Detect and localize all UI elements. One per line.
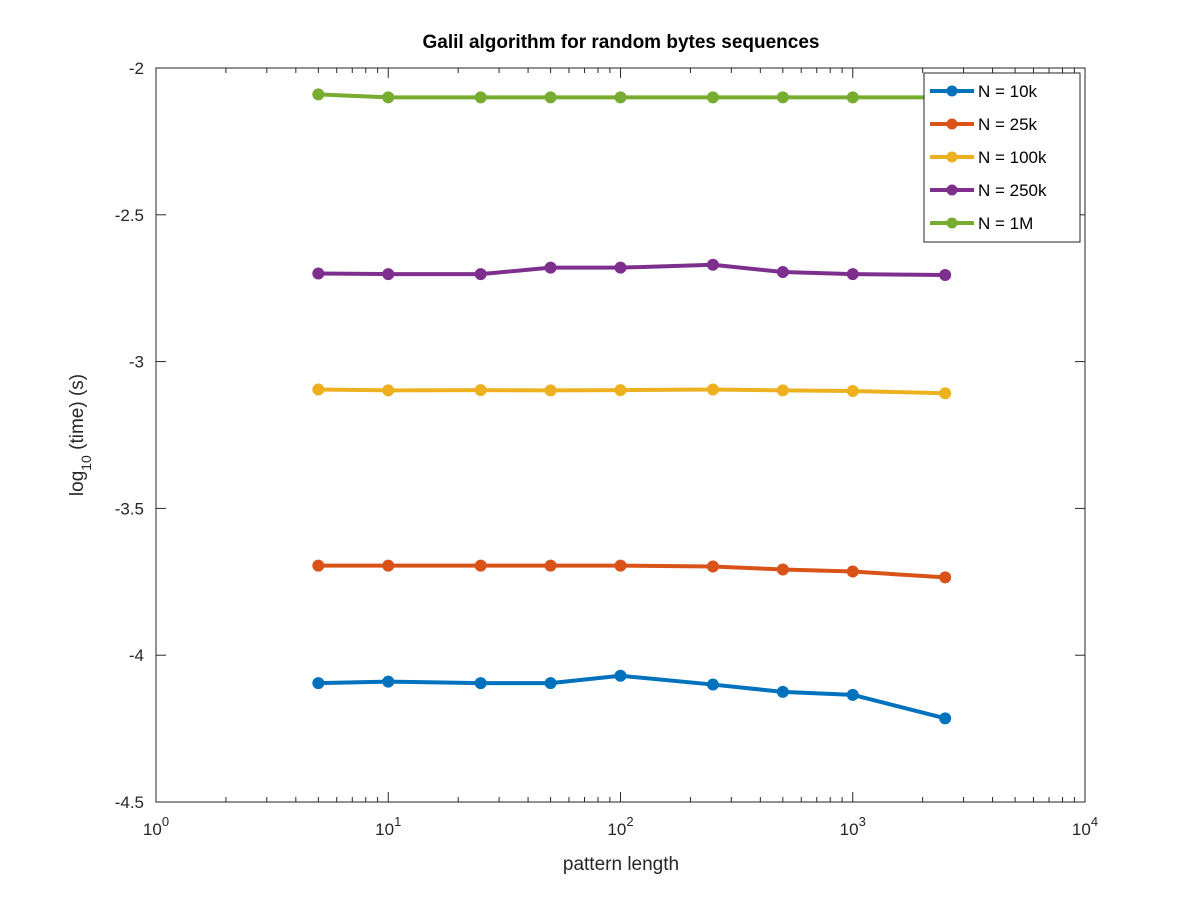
data-point	[312, 559, 325, 572]
y-axis-label: log10 (time) (s)	[67, 374, 94, 496]
legend-swatch-marker	[946, 217, 958, 229]
data-point	[382, 675, 395, 688]
data-point	[474, 91, 487, 104]
data-point	[382, 559, 395, 572]
data-point	[544, 91, 557, 104]
x-tick-label: 103	[840, 814, 866, 839]
data-point	[544, 559, 557, 572]
y-tick-label: -3	[129, 353, 144, 372]
legend-entry-label: N = 100k	[978, 148, 1047, 167]
data-point	[939, 571, 952, 584]
data-point	[776, 91, 789, 104]
data-point	[474, 677, 487, 690]
data-point	[614, 669, 627, 682]
legend-swatch-marker	[946, 85, 958, 97]
legend-swatch-marker	[946, 151, 958, 163]
y-tick-label: -4.5	[115, 793, 144, 812]
data-point	[312, 267, 325, 280]
data-point	[846, 688, 859, 701]
legend-entry-label: N = 10k	[978, 82, 1038, 101]
data-point	[706, 383, 719, 396]
data-point	[706, 678, 719, 691]
y-tick-label: -4	[129, 646, 144, 665]
y-tick-label: -2.5	[115, 206, 144, 225]
data-point	[846, 268, 859, 281]
data-point	[474, 268, 487, 281]
data-point	[544, 384, 557, 397]
x-tick-label: 104	[1072, 814, 1098, 839]
data-point	[544, 677, 557, 690]
plot-area: 100 101 102 103 104 -2 -2.5 -3 -3.5 -4 -4.5	[115, 59, 1098, 839]
legend-entry-label: N = 1M	[978, 214, 1033, 233]
data-point	[776, 563, 789, 576]
data-point	[544, 261, 557, 274]
data-point	[474, 384, 487, 397]
x-axis-label: pattern length	[563, 854, 679, 875]
data-point	[846, 91, 859, 104]
data-point	[312, 383, 325, 396]
data-point	[776, 384, 789, 397]
y-tick-label: -3.5	[115, 499, 144, 518]
data-point	[706, 91, 719, 104]
data-point	[939, 387, 952, 400]
x-tick-label: 102	[607, 814, 633, 839]
data-point	[382, 268, 395, 281]
legend-entry-label: N = 25k	[978, 115, 1038, 134]
data-point	[382, 384, 395, 397]
data-point	[614, 384, 627, 397]
data-point	[939, 712, 952, 725]
data-point	[846, 565, 859, 578]
data-point	[312, 88, 325, 101]
data-point	[474, 559, 487, 572]
legend-swatch-marker	[946, 118, 958, 130]
data-point	[706, 258, 719, 271]
chart-title: Galil algorithm for random bytes sequenc…	[423, 32, 820, 53]
legend-entry-label: N = 250k	[978, 181, 1047, 200]
data-point	[776, 685, 789, 698]
x-tick-label: 101	[375, 814, 401, 839]
data-point	[614, 261, 627, 274]
data-point	[706, 560, 719, 573]
legend: N = 10k N = 25k N = 100k N = 250k N = 1M	[923, 72, 1081, 243]
data-point	[614, 91, 627, 104]
data-point	[614, 559, 627, 572]
data-point	[776, 266, 789, 279]
y-tick-label: -2	[129, 59, 144, 78]
legend-swatch-marker	[946, 184, 958, 196]
x-tick-label: 100	[143, 814, 169, 839]
data-point	[382, 91, 395, 104]
data-point	[939, 268, 952, 281]
data-point	[312, 677, 325, 690]
data-point	[846, 384, 859, 397]
